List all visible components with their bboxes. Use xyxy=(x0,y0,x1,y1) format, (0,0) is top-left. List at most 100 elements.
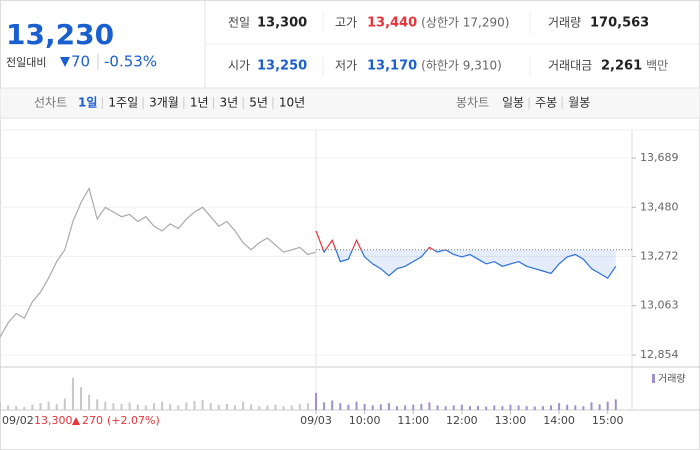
volume-bar xyxy=(177,405,180,410)
y-tick-label: 13,272 xyxy=(640,249,679,262)
x-tick-label: 11:00 xyxy=(397,414,429,427)
price: 13,230 xyxy=(6,18,114,51)
volume-bar xyxy=(169,404,172,410)
volume-bar xyxy=(412,404,415,410)
volume-bar xyxy=(574,405,577,410)
volume-bar xyxy=(541,406,544,410)
info-value: 13,300 xyxy=(257,16,307,31)
volume-bar xyxy=(136,404,139,410)
volume-bar xyxy=(331,400,334,410)
volume-bar xyxy=(468,406,471,410)
tab[interactable]: 1년 xyxy=(190,96,209,110)
volume-bar xyxy=(96,399,99,410)
change-label: 전일대비 xyxy=(6,55,46,69)
info-value: 2,261 xyxy=(601,59,642,74)
volume-bar xyxy=(290,405,293,410)
info-label: 전일 xyxy=(228,16,250,30)
tab[interactable]: 일봉 xyxy=(502,96,524,110)
volume-bar xyxy=(201,400,204,410)
up-icon xyxy=(72,417,80,425)
prev-change-pct: (+2.07%) xyxy=(107,414,160,427)
tab-bar xyxy=(0,87,700,119)
volume-bar xyxy=(420,403,423,410)
volume-bar xyxy=(274,404,277,410)
volume-bar xyxy=(549,405,552,410)
x-tick-label: 09/03 xyxy=(300,414,332,427)
tab[interactable]: 10년 xyxy=(279,96,305,110)
volume-bar xyxy=(428,402,431,410)
volume-bar xyxy=(185,402,188,410)
volume-bar xyxy=(371,405,374,410)
volume-bar xyxy=(31,404,34,410)
volume-bar xyxy=(193,400,196,410)
volume-bar xyxy=(566,404,569,410)
volume-bar xyxy=(460,404,463,410)
info-note: (하한가 9,310) xyxy=(421,59,502,73)
volume-bar xyxy=(112,403,115,410)
x-tick-label: 09/02 xyxy=(2,414,34,427)
volume-bar xyxy=(501,406,504,410)
volume-bar xyxy=(363,403,366,410)
volume-bar xyxy=(396,406,399,410)
legend-swatch xyxy=(652,374,655,383)
x-tick-label: 13:00 xyxy=(495,414,527,427)
tab[interactable]: 주봉 xyxy=(535,96,557,110)
volume-bar xyxy=(217,404,220,410)
tab[interactable]: 3개월 xyxy=(149,96,179,110)
tab[interactable]: 1일 xyxy=(78,96,97,110)
volume-bar xyxy=(444,406,447,410)
volume-bar xyxy=(161,401,164,410)
tab[interactable]: 월봉 xyxy=(568,96,590,110)
volume-bar xyxy=(533,406,536,410)
info-value: 13,170 xyxy=(367,59,417,74)
y-tick-label: 12,854 xyxy=(640,348,679,361)
down-icon xyxy=(60,57,70,67)
info-note: 백만 xyxy=(646,59,668,73)
volume-bar xyxy=(120,403,123,410)
volume-bar xyxy=(23,406,26,410)
prev-change: 270 xyxy=(82,414,103,427)
y-tick-label: 13,480 xyxy=(640,200,679,213)
tab[interactable]: 5년 xyxy=(249,96,268,110)
tab-group-label: 봉차트 xyxy=(456,96,489,110)
change-pct: -0.53% xyxy=(104,53,157,71)
volume-bar xyxy=(47,401,50,410)
volume-bar xyxy=(104,401,107,410)
volume-bar xyxy=(477,405,480,410)
volume-bar xyxy=(509,404,512,410)
info-note: (상한가 17,290) xyxy=(421,16,509,30)
change: 70 xyxy=(71,53,90,71)
volume-bar xyxy=(485,406,488,410)
volume-bar xyxy=(298,403,301,410)
volume-bar xyxy=(404,405,407,410)
volume-bar xyxy=(452,405,455,410)
volume-bar xyxy=(209,403,212,410)
volume-bar xyxy=(339,403,342,410)
volume-bar xyxy=(144,405,147,410)
volume-bar xyxy=(225,403,228,410)
info-label: 고가 xyxy=(335,16,357,30)
volume-bar xyxy=(582,406,585,410)
volume-label: 거래량 xyxy=(658,373,686,385)
tab[interactable]: 3년 xyxy=(220,96,239,110)
info-value: 170,563 xyxy=(590,16,649,31)
volume-bar xyxy=(233,405,236,410)
volume-bar xyxy=(128,402,131,410)
volume-bar xyxy=(71,377,74,410)
volume-bar xyxy=(7,405,10,410)
tab[interactable]: 1주일 xyxy=(108,96,138,110)
y-tick-label: 13,063 xyxy=(640,299,679,312)
info-label: 저가 xyxy=(335,59,357,73)
info-value: 13,250 xyxy=(257,59,307,74)
x-tick-label: 15:00 xyxy=(592,414,624,427)
volume-bar xyxy=(558,403,561,410)
volume-bar xyxy=(88,394,91,410)
volume-bar xyxy=(525,406,528,410)
x-tick-label: 12:00 xyxy=(446,414,478,427)
volume-bar xyxy=(347,404,350,410)
tab-group-label: 선차트 xyxy=(34,96,67,110)
volume-bar xyxy=(379,404,382,410)
volume-bar xyxy=(614,399,617,410)
